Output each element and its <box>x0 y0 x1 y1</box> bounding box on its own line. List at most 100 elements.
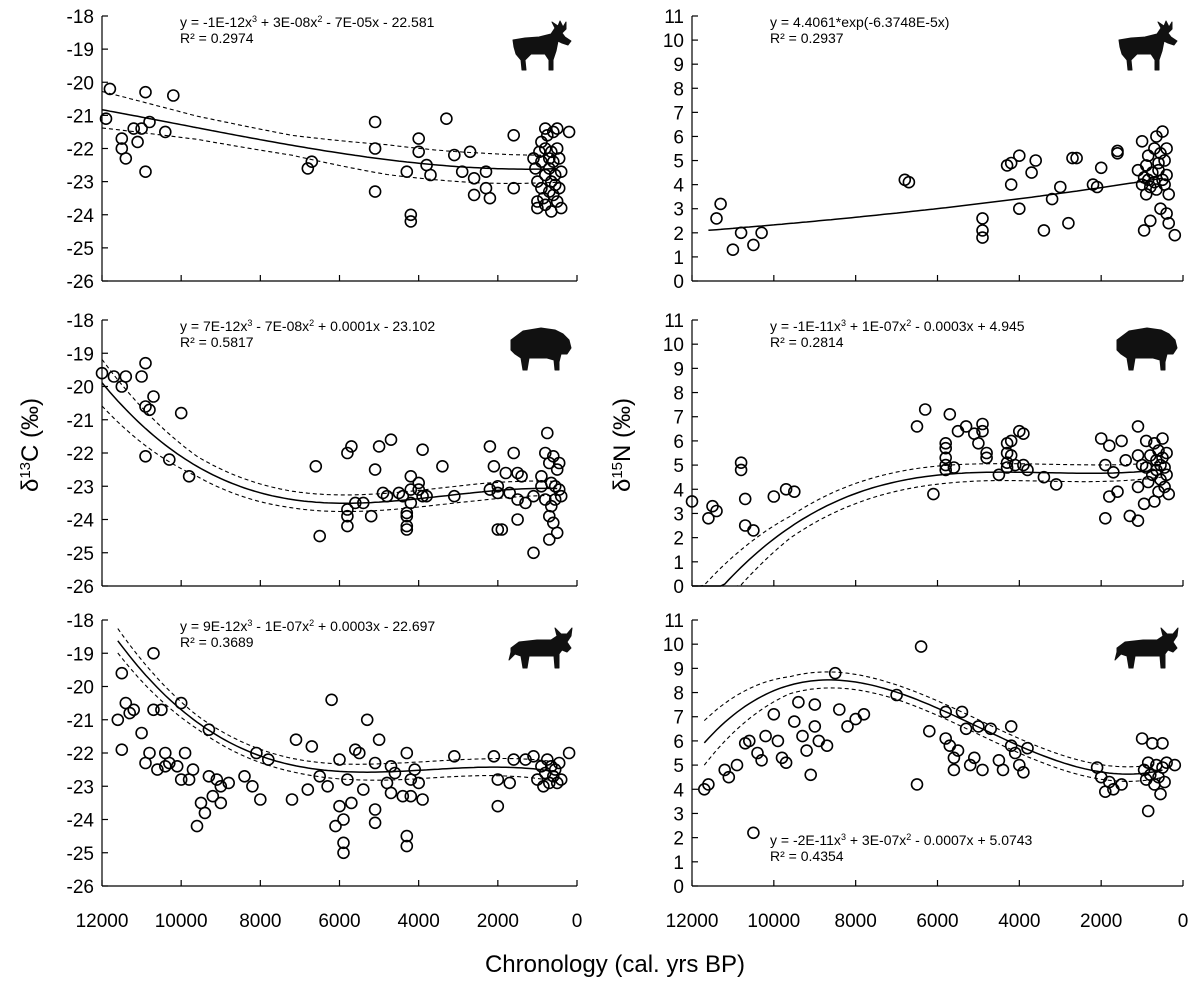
confidence-band-upper <box>703 671 1163 768</box>
data-point <box>910 778 924 791</box>
data-point <box>1004 434 1018 448</box>
data-point <box>345 796 358 810</box>
data-point <box>325 693 338 707</box>
data-point <box>1158 775 1171 789</box>
data-point <box>1103 439 1116 453</box>
moose-icon <box>512 20 572 71</box>
data-point <box>976 224 989 237</box>
y-axis-title-right: δ15N (‰) <box>609 398 637 492</box>
data-point <box>546 769 560 783</box>
data-point <box>890 688 903 702</box>
data-point <box>384 433 398 447</box>
data-point <box>345 440 358 453</box>
data-point <box>947 751 961 765</box>
data-point <box>416 443 429 457</box>
y-tick-label: -24 <box>67 206 95 227</box>
data-point <box>412 483 426 496</box>
data-point <box>372 440 386 453</box>
data-point <box>174 696 188 710</box>
confidence-band-upper <box>101 359 558 496</box>
data-point <box>1115 778 1128 791</box>
data-point <box>103 82 117 96</box>
data-point <box>139 356 152 370</box>
data-point <box>726 243 740 256</box>
regression-equation: y = 9E-12x3 - 1E-07x2 + 0.0003x - 22.697 <box>180 618 435 634</box>
data-point <box>159 125 172 139</box>
data-point <box>1021 741 1034 755</box>
data-point <box>178 746 192 760</box>
y-tick-label: 2 <box>673 829 684 850</box>
data-point <box>147 703 160 717</box>
y-tick-label: 9 <box>673 55 684 76</box>
data-point <box>1004 156 1018 170</box>
data-point <box>163 756 176 770</box>
data-point <box>135 726 148 740</box>
data-point <box>396 789 410 803</box>
data-point <box>507 753 521 766</box>
data-point <box>992 468 1006 482</box>
regression-equation: y = 4.4061*exp(-6.3748E-5x) <box>770 14 949 30</box>
data-point <box>828 666 842 680</box>
data-point <box>759 729 772 743</box>
data-point <box>542 533 556 546</box>
y-tick-label: 7 <box>673 708 684 729</box>
data-point <box>947 763 961 777</box>
data-point <box>1103 775 1116 789</box>
data-point <box>1160 756 1173 770</box>
y-tick-label: 1 <box>673 553 684 574</box>
data-point <box>552 756 566 770</box>
data-point <box>163 453 176 466</box>
data-point <box>424 168 437 182</box>
data-point <box>1099 511 1112 525</box>
data-point <box>400 829 414 843</box>
data-point <box>1099 458 1112 472</box>
data-point <box>186 763 200 776</box>
confidence-band-lower <box>117 652 558 783</box>
data-point <box>337 813 350 826</box>
data-point <box>1119 453 1132 467</box>
data-point <box>135 370 148 383</box>
data-point <box>503 776 517 790</box>
data-point <box>214 779 228 793</box>
data-point <box>527 749 540 763</box>
data-point <box>1131 420 1145 433</box>
y-tick-label: -21 <box>67 711 94 732</box>
data-point <box>550 463 564 476</box>
data-point <box>738 492 752 506</box>
data-point <box>947 461 961 474</box>
data-point <box>544 499 558 513</box>
data-point <box>404 208 418 222</box>
y-tick-label: -18 <box>67 311 94 332</box>
data-point <box>800 744 813 757</box>
data-point <box>495 523 509 536</box>
data-point <box>747 826 760 840</box>
data-point <box>1146 166 1159 179</box>
data-point <box>507 181 521 195</box>
y-tick-label: -23 <box>67 777 94 798</box>
data-point <box>767 707 781 721</box>
data-point <box>364 509 378 523</box>
data-point <box>388 766 402 780</box>
data-point <box>734 456 748 470</box>
data-point <box>1094 432 1108 445</box>
x-axis-title: Chronology (cal. yrs BP) <box>485 951 745 978</box>
r-squared: R² = 0.4354 <box>770 848 844 864</box>
data-point <box>491 479 505 493</box>
data-point <box>519 753 532 766</box>
data-point <box>1066 151 1079 165</box>
data-point <box>1160 142 1173 155</box>
data-point <box>820 739 834 753</box>
y-tick-label: 9 <box>673 659 684 680</box>
data-point <box>412 476 426 490</box>
data-point <box>1141 756 1155 770</box>
x-tick-label: 2000 <box>477 911 519 932</box>
bison-icon <box>1116 327 1178 371</box>
data-point <box>143 115 156 129</box>
data-point <box>155 703 168 717</box>
data-point <box>400 165 414 178</box>
trend-line <box>703 679 1163 775</box>
data-point <box>147 390 160 403</box>
data-point <box>1103 490 1116 503</box>
data-point <box>151 763 164 776</box>
